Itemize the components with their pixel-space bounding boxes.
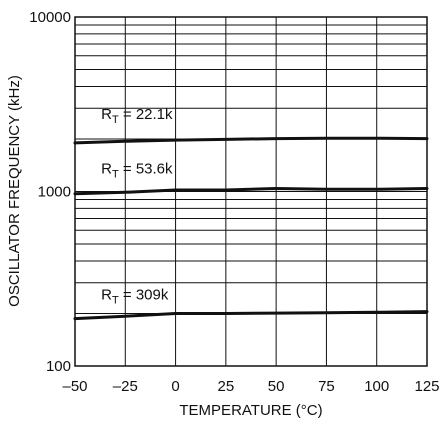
y-tick-label: 1000 <box>38 184 71 201</box>
x-tick-label: 125 <box>414 378 439 395</box>
y-tick-label: 100 <box>46 358 71 375</box>
tick-labels: –50 –25 0 25 50 75 100 125 100 1000 10000 <box>29 9 439 395</box>
series-line-1 <box>73 136 429 145</box>
x-tick-label: 25 <box>218 378 235 395</box>
series-label-2: RT = 53.6k <box>101 160 173 180</box>
x-tick-label: –50 <box>62 378 87 395</box>
y-axis-title: OSCILLATOR FREQUENCY (kHz) <box>6 75 23 307</box>
series-label-3: RT = 309k <box>101 287 169 307</box>
y-tick-label: 10000 <box>29 9 71 26</box>
series-label-1: RT = 22.1k <box>101 106 173 126</box>
x-tick-label: –25 <box>113 378 138 395</box>
grid <box>75 17 427 366</box>
x-tick-label: 0 <box>171 378 179 395</box>
series-line-2 <box>73 187 429 196</box>
x-tick-label: 100 <box>364 378 389 395</box>
series-line-3 <box>73 310 429 321</box>
x-axis-title: TEMPERATURE (°C) <box>179 402 322 419</box>
plot-frame <box>74 16 428 367</box>
x-tick-label: 50 <box>268 378 285 395</box>
x-tick-label: 75 <box>318 378 335 395</box>
series-lines <box>73 136 429 321</box>
series-labels: RT = 22.1k RT = 53.6k RT = 309k <box>101 106 173 307</box>
